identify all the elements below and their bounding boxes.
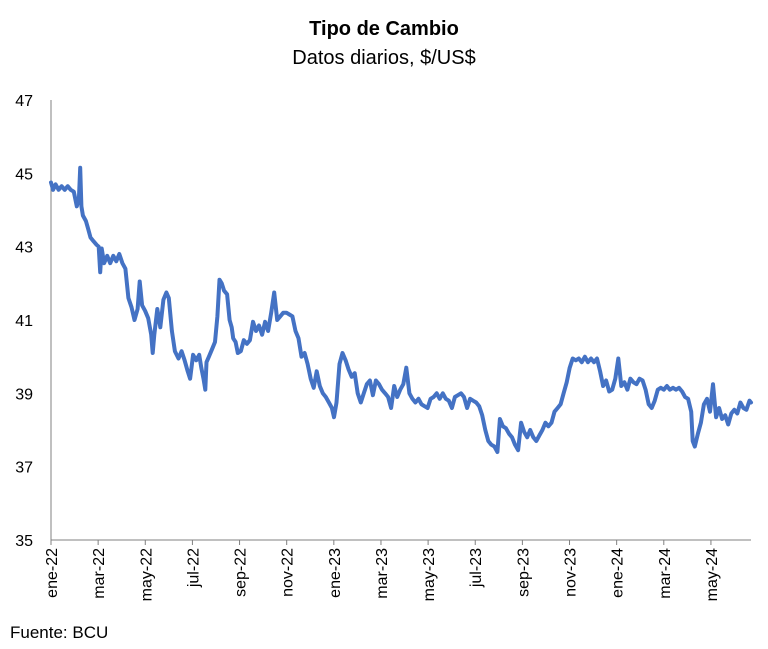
x-tick-label: mar-24 [657, 548, 674, 599]
chart-subtitle: Datos diarios, $/US$ [292, 47, 476, 69]
x-tick-label: may-24 [704, 548, 721, 601]
x-tick-label: sep-23 [515, 548, 532, 597]
y-tick-label: 37 [15, 460, 33, 477]
x-tick-label: may-23 [421, 548, 438, 601]
y-tick-label: 47 [15, 93, 33, 110]
exchange-rate-series-line [49, 165, 753, 454]
x-tick-label: sep-22 [233, 548, 250, 597]
x-tick-label: may-22 [138, 548, 155, 601]
y-axis-ticks: 35 37 39 41 43 45 47 [15, 93, 33, 550]
y-tick-label: 45 [15, 166, 33, 183]
chart-title: Tipo de Cambio [309, 18, 459, 40]
x-tick-label: jul-23 [468, 548, 485, 588]
x-axis-ticks: ene-22 mar-22 may-22 jul-22 sep-22 nov-22 ene-… [44, 540, 721, 601]
x-tick-label: nov-23 [563, 548, 580, 597]
x-tick-label: ene-24 [610, 548, 627, 598]
y-tick-label: 35 [15, 533, 33, 550]
x-tick-label: jul-22 [185, 548, 202, 588]
y-tick-label: 43 [15, 240, 33, 257]
x-tick-label: ene-23 [327, 548, 344, 598]
x-tick-label: mar-22 [91, 548, 108, 599]
source-note: Fuente: BCU [10, 623, 109, 642]
y-tick-label: 39 [15, 386, 33, 403]
x-tick-label: nov-22 [280, 548, 297, 597]
x-tick-label: ene-22 [44, 548, 61, 598]
x-tick-label: mar-23 [374, 548, 391, 599]
y-tick-label: 41 [15, 313, 33, 330]
